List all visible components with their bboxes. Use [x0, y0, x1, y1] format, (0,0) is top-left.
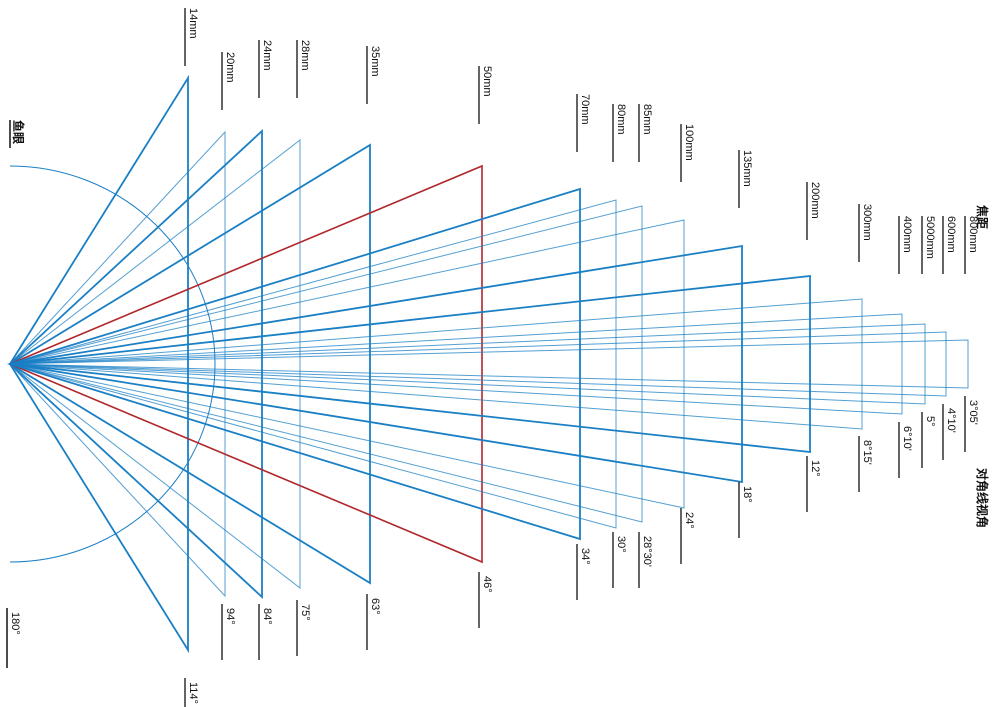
view-angle-label: 8°15': [861, 440, 873, 465]
lens-triangle-300mm: [9, 298, 863, 430]
lens-triangle-28mm: [9, 138, 301, 590]
fisheye-header-text: 鱼眼: [11, 120, 26, 144]
focal-length-label: 28mm: [299, 40, 311, 71]
lens-triangle-80mm: [8, 199, 617, 529]
lens-fan: [6, 74, 969, 654]
view-angle-label: 4°10': [945, 408, 957, 433]
focal-length-label: 80mm: [615, 104, 627, 135]
view-angle-label: 5°: [924, 416, 936, 427]
view-angle-label: 75°: [299, 604, 311, 621]
view-angle-label: 94°: [224, 608, 236, 625]
focal-length-label: 200mm: [809, 182, 821, 219]
lens-triangle-14mm: [8, 74, 189, 654]
focal-length-label: 100mm: [683, 124, 695, 161]
lens-triangle-85mm: [9, 205, 643, 523]
lens-triangle-800mm: [9, 339, 969, 389]
view-angle-label: 84°: [261, 608, 273, 625]
view-angle-label: 30°: [615, 536, 627, 553]
focal-length-label: 85mm: [641, 104, 653, 135]
focal-length-label: 600mm: [945, 216, 957, 253]
lens-triangle-50mm: [7, 164, 483, 564]
lens-triangle-35mm: [8, 143, 371, 585]
lens-triangle-5000mm: [9, 323, 926, 405]
focal-length-header-text: 焦距: [975, 204, 990, 229]
diagonal-angle-header: 对角线视角: [975, 468, 990, 528]
view-angle-label: 3°05': [967, 400, 979, 425]
view-angle-label: 12°: [809, 460, 821, 477]
focal-length-label: 5000mm: [924, 216, 936, 259]
lens-labels: 14mm 114° 20mm 94° 24mm 84° 28mm 75° 35mm 63° 50mm…: [184, 8, 979, 707]
view-angle-label: 63°: [369, 598, 381, 615]
fisheye-header: 鱼眼: [11, 120, 26, 144]
fisheye-angle-text: 180°: [9, 612, 21, 635]
view-angle-label: 114°: [187, 682, 199, 704]
focal-length-header: 焦距: [975, 204, 990, 229]
fisheye-arc: [9, 165, 216, 563]
view-angle-label: 18°: [741, 486, 753, 503]
focal-length-label: 300mm: [861, 204, 873, 241]
lens-triangle-400mm: [9, 313, 903, 415]
focal-length-label: 800mm: [967, 216, 979, 253]
lens-triangle-600mm: [9, 331, 947, 397]
focal-length-label: 14mm: [187, 8, 199, 39]
focal-length-label: 50mm: [481, 66, 493, 97]
view-angle-label: 6°10': [901, 426, 913, 451]
diagonal-angle-header-text: 对角线视角: [975, 468, 990, 528]
lens-triangle-200mm: [9, 274, 811, 454]
focal-length-label: 24mm: [261, 40, 273, 71]
focal-length-label: 400mm: [901, 216, 913, 253]
focal-length-label: 20mm: [224, 52, 236, 83]
lens-triangle-24mm: [8, 128, 263, 600]
view-angle-label: 34°: [579, 548, 591, 565]
fisheye-angle-label: 180°: [9, 612, 21, 635]
view-angle-label: 24°: [683, 512, 695, 529]
focal-length-label: 35mm: [369, 46, 381, 77]
view-angle-label: 28°30': [641, 536, 653, 567]
headers: 鱼眼 焦距 对角线视角 180°: [6, 120, 990, 668]
view-angle-label: 46°: [481, 576, 493, 593]
lens-triangle-100mm: [9, 219, 685, 509]
focal-length-label: 70mm: [579, 94, 591, 125]
focal-length-label: 135mm: [741, 150, 753, 187]
lens-triangle-20mm: [9, 130, 226, 598]
lens-triangle-135mm: [9, 244, 743, 484]
lens-triangle-70mm: [6, 187, 581, 541]
